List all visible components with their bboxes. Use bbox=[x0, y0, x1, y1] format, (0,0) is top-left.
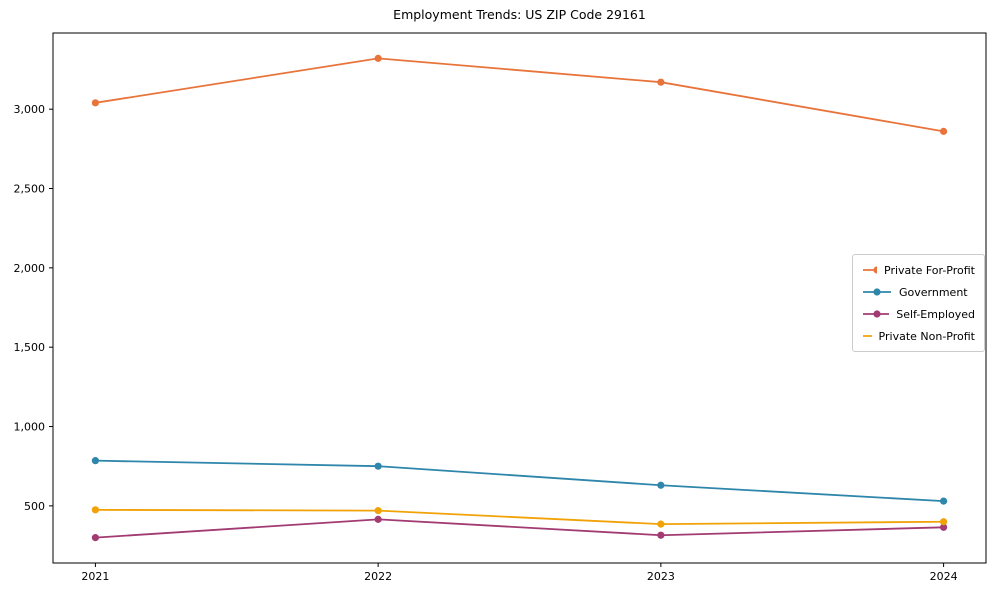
data-point-self-employed-2023 bbox=[657, 531, 665, 539]
data-point-self-employed-2022 bbox=[374, 515, 382, 523]
data-point-government-2024 bbox=[939, 497, 948, 505]
data-point-private-non-profit-2022 bbox=[374, 507, 382, 515]
legend-label: Self-Employed bbox=[896, 307, 975, 321]
legend-swatch bbox=[863, 288, 891, 296]
legend-item-private-non-profit: Private Non-Profit bbox=[862, 328, 975, 344]
x-tick-label: 2021 bbox=[81, 570, 109, 583]
series-line-private-non-profit bbox=[95, 508, 944, 526]
axes-box bbox=[52, 32, 987, 564]
legend-label: Private Non-Profit bbox=[878, 329, 975, 343]
legend-label: Private For-Profit bbox=[884, 263, 975, 277]
y-tick-label: 2,000 bbox=[14, 262, 46, 275]
x-tick-label: 2023 bbox=[647, 570, 675, 583]
data-point-private-non-profit-2021 bbox=[91, 506, 100, 514]
legend-item-government: Government bbox=[862, 284, 975, 300]
y-tick-label: 500 bbox=[24, 500, 45, 513]
data-point-government-2022 bbox=[374, 462, 382, 470]
data-point-private-for-profit-2022 bbox=[374, 54, 382, 62]
y-tick-label: 3,000 bbox=[14, 103, 46, 116]
legend-label: Government bbox=[899, 285, 968, 299]
data-point-private-for-profit-2024 bbox=[939, 127, 948, 135]
x-tick-label: 2022 bbox=[364, 570, 392, 583]
y-tick-label: 2,500 bbox=[14, 183, 46, 196]
data-point-government-2023 bbox=[657, 481, 665, 489]
series-line-private-for-profit bbox=[95, 57, 944, 133]
x-tick-label: 2024 bbox=[930, 570, 958, 583]
data-point-private-for-profit-2023 bbox=[657, 78, 665, 86]
legend-swatch bbox=[863, 335, 872, 337]
legend-swatch bbox=[863, 310, 890, 318]
data-point-self-employed-2024 bbox=[939, 523, 948, 531]
data-point-government-2021 bbox=[91, 457, 100, 465]
y-tick-label: 1,500 bbox=[14, 341, 46, 354]
legend-swatch bbox=[863, 266, 877, 274]
data-point-private-non-profit-2024 bbox=[939, 518, 948, 526]
legend: Private For-Profit Government Self-Emplo… bbox=[852, 254, 985, 352]
data-point-self-employed-2021 bbox=[91, 534, 100, 542]
data-point-private-non-profit-2023 bbox=[657, 520, 665, 528]
legend-item-private-for-profit: Private For-Profit bbox=[862, 262, 975, 278]
y-tick-label: 1,000 bbox=[14, 421, 46, 434]
series-line-government bbox=[95, 459, 944, 503]
chart-title: Employment Trends: US ZIP Code 29161 bbox=[393, 7, 646, 22]
series-line-self-employed bbox=[95, 518, 944, 539]
legend-item-self-employed: Self-Employed bbox=[862, 306, 975, 322]
data-point-private-for-profit-2021 bbox=[91, 99, 100, 107]
